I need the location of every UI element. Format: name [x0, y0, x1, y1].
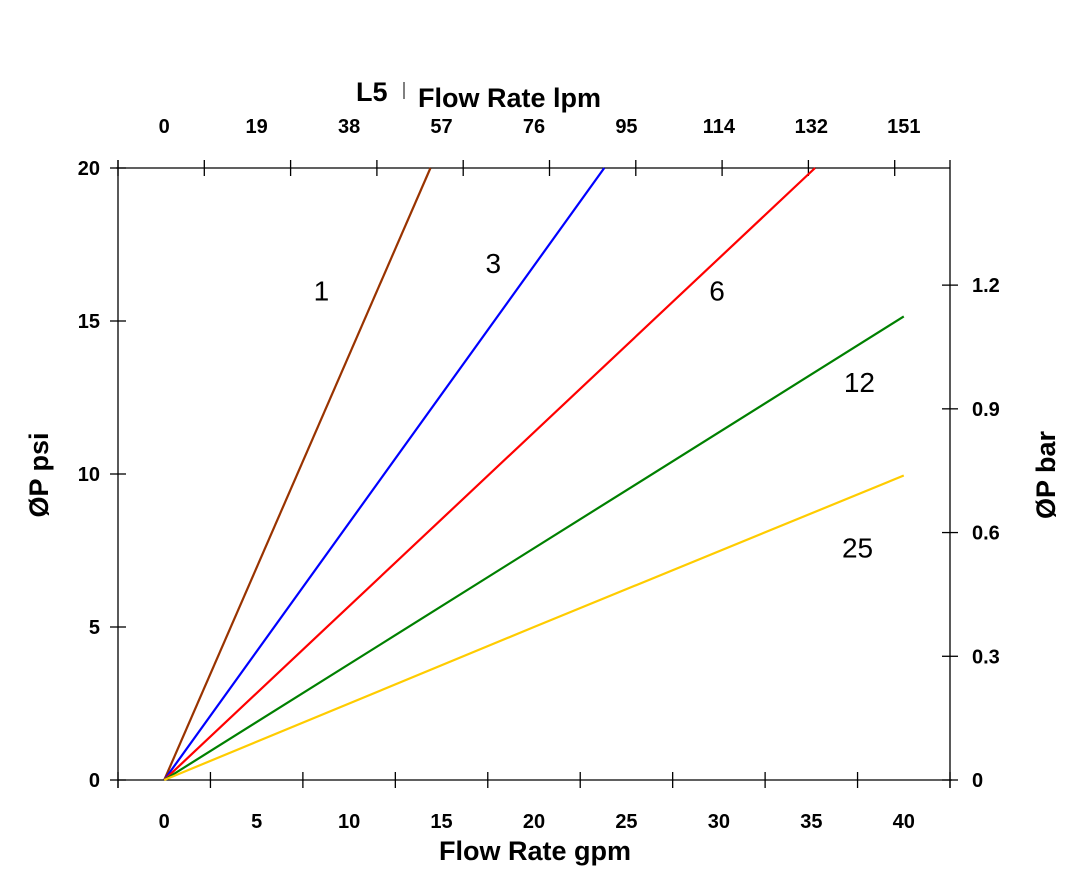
y-tick-label: 20 — [78, 158, 100, 180]
left-y-axis-label: ØP psi — [24, 432, 54, 517]
axes: 0 5 10 15 20 25 30 35 400 19 38 57 76 95 114 132 1510510… — [78, 116, 1000, 833]
x-tick-label: 35 — [800, 811, 822, 833]
x-tick-label: 40 — [893, 811, 915, 833]
labels-group: L5 Flow Rate lpm Flow Rate gpm ØP psi ØP… — [24, 77, 1061, 866]
y2-tick-label: 0 — [972, 770, 983, 792]
x2-tick-label: 151 — [887, 116, 920, 138]
chart-title: L5 — [356, 77, 388, 107]
x-tick-label: 5 — [251, 811, 262, 833]
x-tick-label: 25 — [615, 811, 637, 833]
x2-tick-label: 76 — [523, 116, 545, 138]
y-tick-label: 5 — [89, 617, 100, 639]
top-x-axis-label: Flow Rate lpm — [418, 83, 601, 113]
x2-tick-label: 132 — [795, 116, 828, 138]
x2-tick-label: 114 — [703, 116, 736, 138]
y2-tick-label: 1.2 — [972, 275, 1000, 297]
y-tick-label: 0 — [89, 770, 100, 792]
y2-tick-label: 0.6 — [972, 523, 1000, 545]
series-label-1: 1 — [314, 275, 330, 306]
x-tick-label: 15 — [430, 811, 452, 833]
y-tick-label: 10 — [78, 464, 100, 486]
x2-tick-label: 38 — [338, 116, 360, 138]
x2-tick-label: 0 — [159, 116, 170, 138]
series-line-1 — [163, 167, 432, 781]
y2-tick-label: 0.3 — [972, 646, 1000, 668]
series-line-12 — [163, 315, 905, 781]
y2-tick-label: 0.9 — [972, 399, 1000, 421]
y-tick-label: 15 — [78, 311, 100, 333]
x-tick-label: 10 — [338, 811, 360, 833]
x-tick-label: 20 — [523, 811, 545, 833]
x-tick-label: 30 — [708, 811, 730, 833]
series-line-6 — [163, 167, 816, 781]
series-label-6: 6 — [709, 275, 725, 306]
series-group: 1 3 6 12 25 — [163, 167, 905, 782]
x-tick-label: 0 — [159, 811, 170, 833]
right-y-axis-label: ØP bar — [1031, 430, 1061, 519]
x2-tick-label: 95 — [615, 116, 637, 138]
x2-tick-label: 19 — [246, 116, 268, 138]
series-label-3: 3 — [486, 248, 502, 279]
x2-tick-label: 57 — [430, 116, 452, 138]
bottom-x-axis-label: Flow Rate gpm — [439, 836, 631, 866]
series-line-25 — [163, 474, 905, 782]
series-line-3 — [163, 167, 606, 781]
series-label-12: 12 — [844, 367, 875, 398]
series-label-25: 25 — [842, 532, 873, 563]
